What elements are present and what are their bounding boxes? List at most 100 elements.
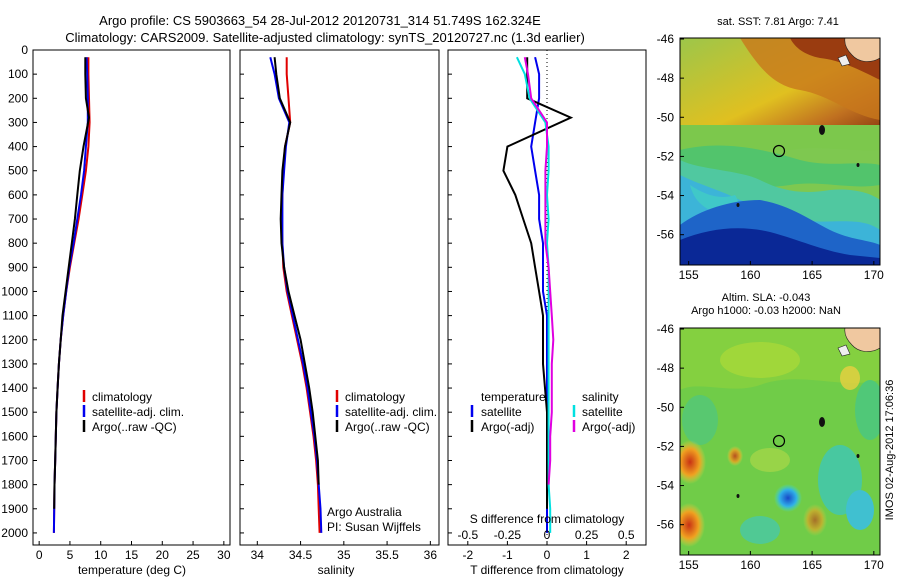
series-line-argo-raw-qc- — [53, 57, 91, 509]
sst-lon-tick-label: 160 — [740, 268, 760, 282]
depth-tick-label: 1600 — [1, 429, 28, 443]
temperature-xlabel: temperature (deg C) — [78, 563, 186, 577]
diff-s-tick-label: -0.5 — [457, 528, 478, 542]
argo-australia-note: Argo Australia — [327, 505, 402, 519]
depth-tick-label: 700 — [8, 212, 28, 226]
salinity-series — [269, 56, 323, 533]
temperature-axes — [32, 49, 231, 546]
sla-map-frame — [679, 327, 881, 556]
sst-lon-tick-label: 165 — [802, 268, 822, 282]
x-axis-ticks: 0 5 10 15 20 25 30 34 34.5 35 35.5 36 -2 -1 0 1 2 -0.5 -0.… — [36, 528, 635, 562]
depth-tick-label: 1500 — [1, 405, 28, 419]
temp-x-tick-label: 25 — [186, 548, 200, 562]
temp-x-tick-label: 20 — [156, 548, 170, 562]
sst-lat-tick-label: -54 — [657, 189, 675, 203]
map-axis-ticks: -46 -48 -50 -52 -54 -56 155 160 165 170 -46 -48 -50 -… — [657, 32, 885, 572]
sal-x-tick-label: 34.5 — [289, 548, 313, 562]
sla-lon-tick-label: 155 — [679, 558, 699, 572]
salinity-axes — [239, 49, 440, 546]
sla-lon-tick-label: 165 — [802, 558, 822, 572]
sla-lon-tick-label: 170 — [864, 558, 884, 572]
salinity-legend: climatology satellite-adj. clim. Argo(..… — [335, 390, 437, 434]
sst-lat-tick-label: -50 — [657, 110, 675, 124]
imos-timestamp: IMOS 02-Aug-2012 17:06:36 — [884, 380, 896, 521]
sal-x-tick-label: 36 — [424, 548, 438, 562]
sal-legend-argo: Argo(..raw -QC) — [345, 420, 430, 434]
temp-x-tick-label: 0 — [36, 548, 43, 562]
figure-title-line2: Climatology: CARS2009. Satellite-adjuste… — [65, 30, 585, 45]
diff-t-tick-label: 0 — [544, 548, 551, 562]
diff-t-tick-label: -2 — [462, 548, 473, 562]
sst-lat-tick-label: -48 — [657, 71, 675, 85]
salinity-xlabel: salinity — [318, 563, 355, 577]
depth-tick-label: 0 — [21, 43, 28, 57]
sst-argo-position-marker — [772, 144, 786, 158]
sla-lat-tick-label: -52 — [657, 439, 675, 453]
diff-s-tick-label: 0 — [544, 528, 551, 542]
depth-tick-label: 2000 — [1, 526, 28, 540]
depth-tick-label: 1200 — [1, 333, 28, 347]
diff-legend-head-s: salinity — [582, 390, 619, 404]
series-line-argo-raw-qc- — [273, 57, 320, 485]
pi-note: PI: Susan Wijffels — [327, 520, 421, 534]
depth-tick-label: 500 — [8, 164, 28, 178]
series-line-temperature-argo-adj- — [502, 57, 574, 509]
sst-map-frame — [679, 37, 881, 266]
figure-title-line1: Argo profile: CS 5903663_54 28-Jul-2012 … — [99, 13, 541, 28]
sal-x-tick-label: 34 — [251, 548, 265, 562]
depth-tick-label: 400 — [8, 140, 28, 154]
diff-t-tick-label: 2 — [623, 548, 630, 562]
diff-t-tick-label: 1 — [583, 548, 590, 562]
temperature-series — [52, 57, 91, 533]
difference-xlabel: T difference from climatology — [470, 563, 624, 577]
depth-tick-label: 1300 — [1, 357, 28, 371]
temp-legend-climatology: climatology — [92, 390, 152, 404]
diff-s-tick-label: -0.25 — [494, 528, 522, 542]
sal-legend-climatology: climatology — [345, 390, 405, 404]
diff-legend-s-argo: Argo(-adj) — [582, 420, 635, 434]
sst-lat-tick-label: -52 — [657, 149, 675, 163]
sst-map-title: sat. SST: 7.81 Argo: 7.41 — [717, 16, 839, 28]
depth-tick-label: 300 — [8, 115, 28, 129]
sst-lat-tick-label: -46 — [657, 32, 675, 46]
s-difference-label: S difference from climatology — [470, 512, 625, 526]
temp-x-tick-label: 5 — [67, 548, 74, 562]
sla-map — [680, 328, 880, 555]
depth-tick-label: 1800 — [1, 478, 28, 492]
series-line-salinity-argo-adj- — [523, 57, 555, 485]
depth-tick-label: 1900 — [1, 502, 28, 516]
depth-tick-label: 1400 — [1, 381, 28, 395]
diff-s-tick-label: 0.25 — [575, 528, 599, 542]
sst-lon-tick-label: 155 — [679, 268, 699, 282]
temperature-legend: climatology satellite-adj. clim. Argo(..… — [82, 390, 184, 434]
sla-lat-tick-label: -48 — [657, 361, 675, 375]
sal-x-tick-label: 35 — [337, 548, 351, 562]
diff-legend-t-argo: Argo(-adj) — [481, 420, 534, 434]
depth-tick-label: 1100 — [2, 309, 28, 323]
temp-legend-satellite: satellite-adj. clim. — [92, 405, 184, 419]
temp-x-tick-label: 10 — [94, 548, 108, 562]
diff-legend-head-t: temperature — [481, 390, 546, 404]
sal-legend-satellite: satellite-adj. clim. — [345, 405, 437, 419]
sla-lat-tick-label: -46 — [657, 322, 675, 336]
depth-tick-label: 800 — [8, 236, 28, 250]
depth-tick-label: 100 — [8, 67, 28, 81]
diff-s-tick-label: 0.5 — [618, 528, 635, 542]
difference-series — [502, 50, 574, 545]
diff-legend-s-satellite: satellite — [582, 405, 623, 419]
depth-tick-label: 200 — [8, 91, 28, 105]
temp-x-tick-label: 15 — [125, 548, 139, 562]
temp-legend-argo: Argo(..raw -QC) — [92, 420, 177, 434]
diff-t-tick-label: -1 — [502, 548, 513, 562]
sst-lon-tick-label: 170 — [864, 268, 884, 282]
sla-lat-tick-label: -50 — [657, 400, 675, 414]
depth-tick-label: 900 — [8, 260, 28, 274]
sla-lat-tick-label: -56 — [657, 518, 675, 532]
sla-map-title2: Argo h1000: -0.03 h2000: NaN — [691, 305, 841, 317]
sst-lat-tick-label: -56 — [657, 228, 675, 242]
depth-axis: 0 100 200 300 400 500 600 700 800 900 1000 1100 1200… — [1, 43, 452, 540]
difference-legend: temperature salinity satellite Argo(-adj… — [470, 390, 635, 434]
sla-map-title1: Altim. SLA: -0.043 — [722, 292, 811, 304]
sst-map — [680, 38, 880, 265]
